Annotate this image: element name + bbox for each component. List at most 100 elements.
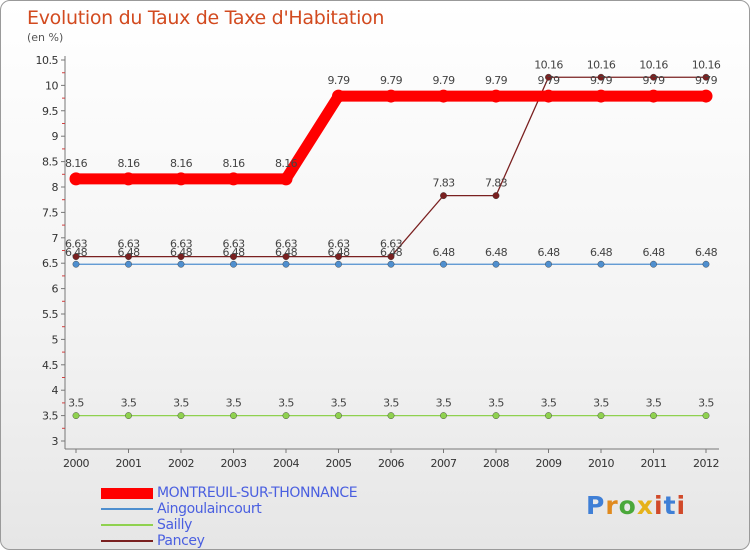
data-label: 7.83 (485, 177, 508, 190)
data-point (125, 260, 132, 268)
data-label: 3.5 (488, 397, 504, 410)
y-tick-label: 4 (52, 384, 59, 397)
data-label: 6.63 (65, 238, 88, 251)
data-point (384, 89, 398, 103)
data-point (545, 260, 552, 268)
x-tick-label: 2005 (326, 457, 352, 470)
y-tick-label: 9.5 (42, 105, 58, 118)
data-point (177, 253, 185, 260)
data-point (650, 73, 657, 81)
data-label: 10.16 (587, 58, 616, 71)
legend-label: MONTREUIL-SUR-THONNANCE (157, 485, 358, 501)
data-point (282, 253, 290, 260)
data-point (492, 260, 500, 268)
data-point (282, 412, 290, 419)
data-point (702, 412, 710, 419)
chart-subtitle: (en %) (27, 31, 64, 44)
x-tick-label: 2004 (273, 457, 299, 470)
data-label: 6.63 (380, 238, 403, 251)
y-tick-label: 4.5 (42, 359, 58, 372)
data-point (492, 192, 500, 200)
data-point (177, 260, 185, 268)
x-tick-label: 2010 (588, 457, 614, 470)
legend-swatch (101, 524, 153, 526)
data-point (335, 253, 342, 260)
legend-entry: Sailly (101, 517, 357, 533)
data-label: 6.48 (117, 246, 140, 259)
data-label: 6.48 (65, 246, 88, 259)
data-point (542, 89, 555, 103)
x-tick-label: 2007 (431, 457, 457, 470)
data-label: 6.48 (590, 246, 613, 259)
data-label: 9.79 (327, 74, 350, 87)
y-tick-label: 9 (52, 130, 59, 143)
legend-entry: MONTREUIL-SUR-THONNANCE (101, 485, 358, 501)
legend-swatch (101, 487, 153, 499)
data-label: 6.48 (222, 246, 245, 259)
data-point (125, 253, 132, 260)
y-tick-label: 8 (52, 181, 59, 194)
data-point (650, 260, 657, 268)
data-point (230, 260, 237, 268)
data-label: 9.79 (485, 74, 508, 87)
data-label: 8.16 (170, 157, 193, 170)
x-tick-label: 2012 (693, 457, 719, 470)
legend-label: Sailly (157, 517, 193, 533)
y-tick-label: 3.5 (42, 410, 58, 423)
y-tick-label: 6 (52, 283, 59, 296)
data-point (72, 260, 80, 268)
data-label: 3.5 (698, 397, 714, 410)
data-label: 6.48 (485, 246, 508, 259)
data-label: 3.5 (278, 397, 294, 410)
x-tick-label: 2000 (63, 457, 89, 470)
data-point (335, 260, 342, 268)
data-point (125, 412, 132, 419)
data-label: 9.79 (642, 74, 665, 87)
data-point (597, 73, 605, 81)
data-label: 10.16 (692, 58, 721, 71)
data-point (702, 73, 710, 81)
data-label: 9.79 (432, 74, 455, 87)
data-point (545, 412, 552, 419)
y-tick-label: 7.5 (42, 206, 58, 219)
data-point (122, 172, 135, 186)
data-point (545, 73, 552, 81)
data-point (597, 260, 605, 268)
data-point (174, 172, 188, 186)
y-tick-label: 7 (52, 232, 59, 245)
legend-swatch (101, 540, 153, 542)
y-tick-label: 8.5 (42, 156, 58, 169)
data-point (335, 412, 342, 419)
data-label: 8.16 (222, 157, 245, 170)
data-point (437, 89, 450, 103)
data-label: 9.79 (695, 74, 718, 87)
data-label: 7.83 (432, 177, 455, 190)
y-tick-label: 5.5 (42, 308, 58, 321)
data-label: 3.5 (593, 397, 609, 410)
data-label: 6.48 (327, 246, 350, 259)
data-point (440, 260, 447, 268)
data-point (387, 253, 395, 260)
data-point (230, 253, 237, 260)
y-tick-label: 3 (52, 435, 59, 448)
data-label: 6.63 (117, 238, 140, 251)
data-label: 3.5 (646, 397, 662, 410)
data-label: 9.79 (537, 74, 560, 87)
data-point (492, 412, 500, 419)
data-label: 6.63 (327, 238, 350, 251)
data-label: 6.48 (642, 246, 665, 259)
data-label: 6.48 (275, 246, 298, 259)
data-point (282, 260, 290, 268)
x-tick-label: 2003 (221, 457, 247, 470)
data-point (230, 412, 237, 419)
x-tick-label: 2009 (536, 457, 562, 470)
data-label: 10.16 (534, 58, 563, 71)
data-label: 9.79 (380, 74, 403, 87)
y-tick-label: 6.5 (42, 257, 58, 270)
data-point (594, 89, 608, 103)
data-point (332, 89, 345, 103)
x-tick-label: 2011 (641, 457, 667, 470)
data-point (702, 260, 710, 268)
